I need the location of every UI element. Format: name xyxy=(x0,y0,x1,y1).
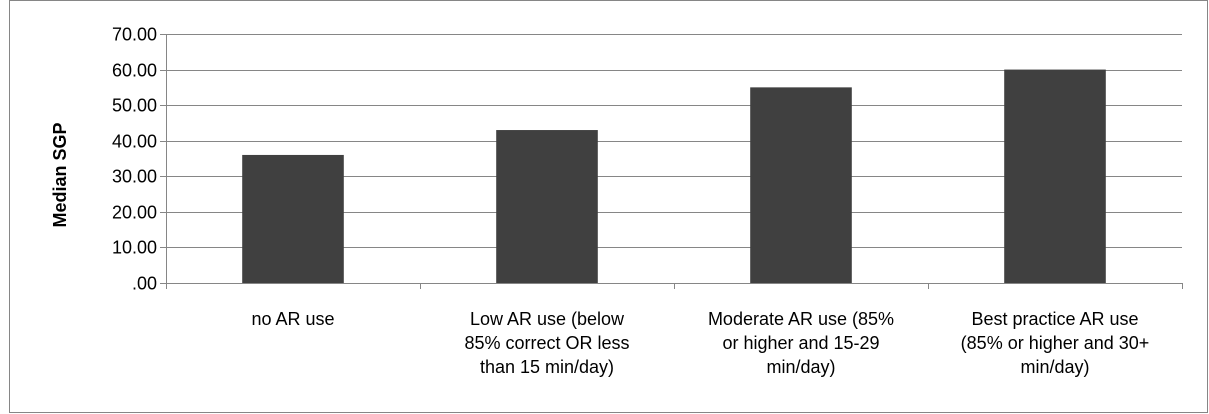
y-tick-label: 50.00 xyxy=(112,96,157,116)
x-category-label-line: no AR use xyxy=(251,309,334,329)
y-axis-title: Median SGP xyxy=(50,122,70,227)
y-tick-label: 60.00 xyxy=(112,61,157,81)
y-tick-label: 20.00 xyxy=(112,203,157,223)
x-category-label-line: min/day) xyxy=(1020,357,1089,377)
x-category-label-line: (85% or higher and 30+ xyxy=(961,333,1150,353)
y-tick-label: 70.00 xyxy=(112,25,157,45)
x-category-label-line: Low AR use (below xyxy=(470,309,625,329)
bar xyxy=(496,130,598,283)
x-category-labels: no AR use Low AR use (below 85% correct OR… xyxy=(251,309,1149,377)
x-category-label-line: 85% correct OR less xyxy=(464,333,629,353)
x-category-label: no AR use xyxy=(251,309,334,329)
y-tick-labels: .00 10.00 20.00 30.00 40.00 50.00 60.00 70.00 xyxy=(112,25,157,294)
x-category-label-line: than 15 min/day) xyxy=(480,357,614,377)
y-tick-label: .00 xyxy=(132,274,157,294)
y-tick-label: 40.00 xyxy=(112,132,157,152)
bars xyxy=(242,69,1106,283)
bar xyxy=(242,154,344,283)
x-category-label: Moderate AR use (85% or higher and 15-29 m… xyxy=(708,309,894,377)
x-category-label-line: or higher and 15-29 xyxy=(722,333,879,353)
axes xyxy=(160,34,1183,289)
x-category-label-line: Moderate AR use (85% xyxy=(708,309,894,329)
x-category-label-line: Best practice AR use xyxy=(971,309,1138,329)
bar xyxy=(750,87,852,283)
y-tick-label: 30.00 xyxy=(112,167,157,187)
x-category-label: Best practice AR use (85% or higher and 3… xyxy=(961,309,1150,377)
x-category-label: Low AR use (below 85% correct OR less than… xyxy=(464,309,629,377)
x-category-label-line: min/day) xyxy=(766,357,835,377)
bar xyxy=(1004,69,1106,283)
y-tick-label: 10.00 xyxy=(112,238,157,258)
